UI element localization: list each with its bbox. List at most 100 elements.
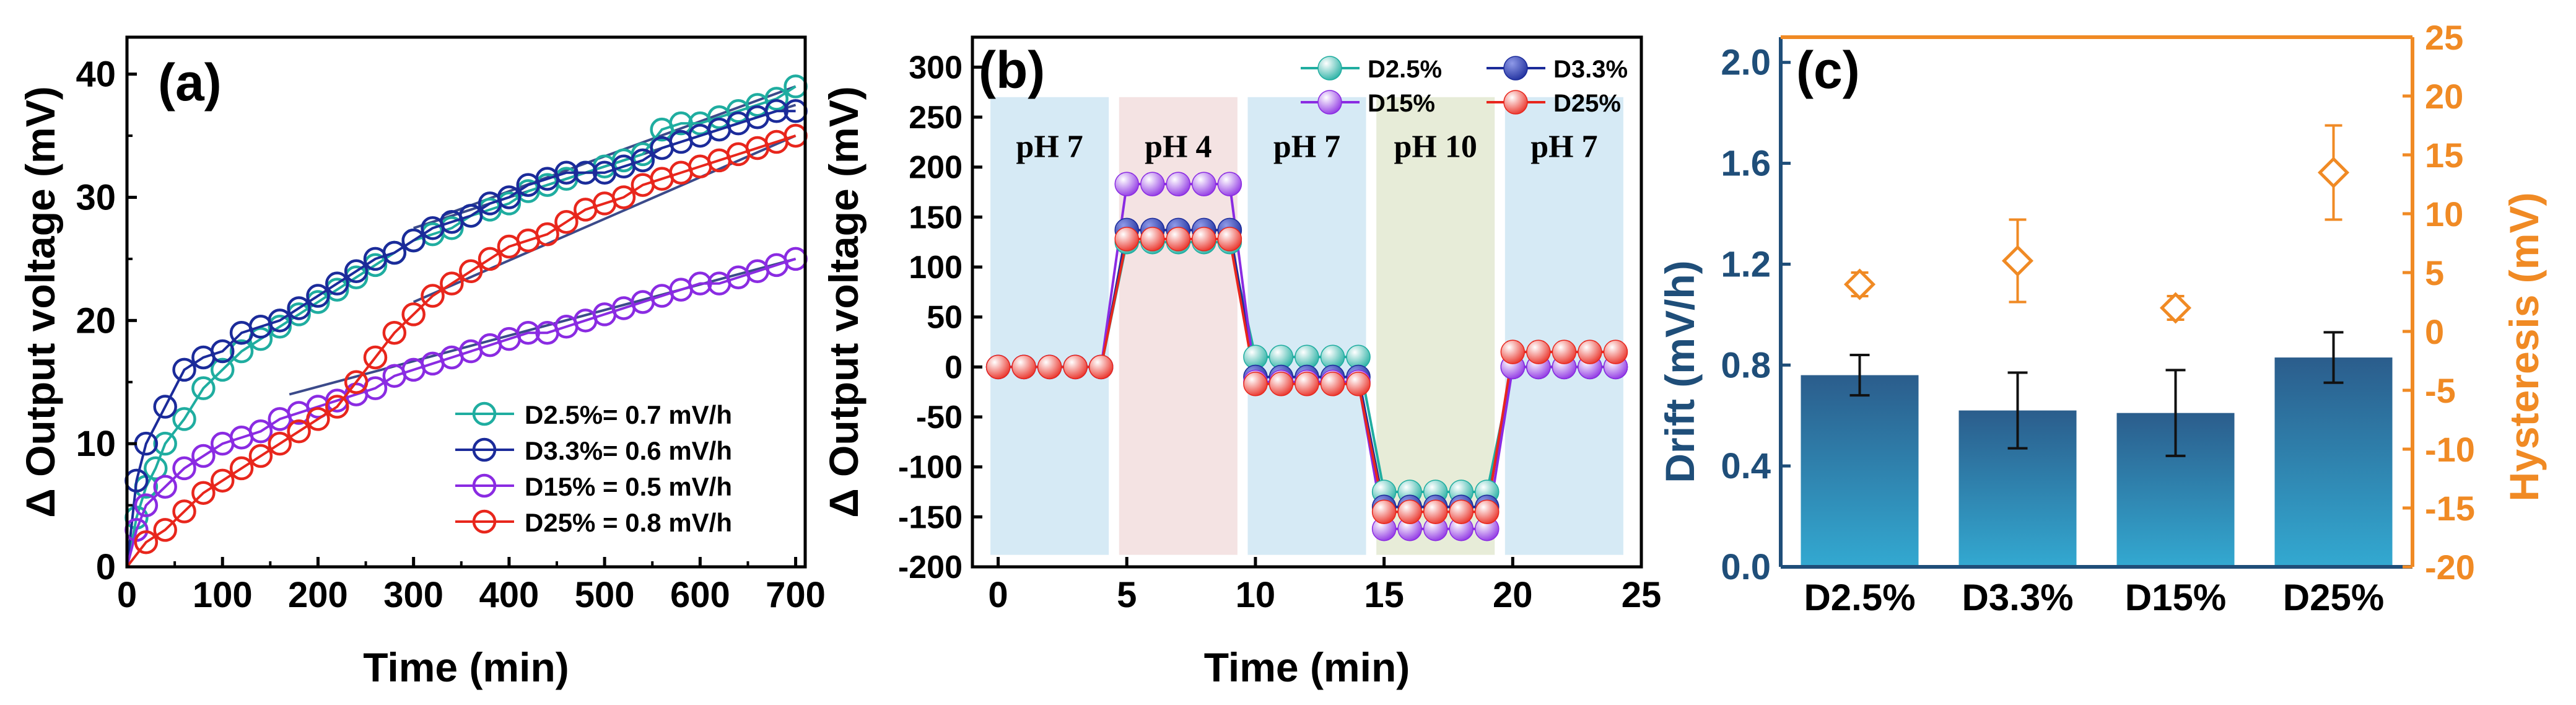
legend-label-d25pct: D25% = 0.8 mV/h [525, 508, 732, 537]
data-point-d25pct [287, 419, 311, 444]
x-tick-label: 10 [1236, 575, 1276, 615]
y2-tick-label: -20 [2425, 548, 2475, 587]
data-point-d3-3pct [382, 240, 407, 265]
data-point-d2-5pct [172, 407, 196, 431]
y2-tick-label: -10 [2425, 430, 2475, 469]
data-point-d25pct [382, 320, 407, 345]
data-point-d2-5pct [210, 357, 235, 382]
data-point-d25pct [363, 345, 388, 370]
data-point-d15pct [516, 320, 540, 345]
y-tick-label: 250 [909, 100, 963, 136]
ph-region-2 [1119, 97, 1238, 555]
data-point-d25pct [440, 271, 464, 296]
y-tick-label: -150 [898, 499, 963, 535]
hysteresis-marker-d2-5pct [1843, 268, 1876, 300]
data-point-d25pct [401, 302, 426, 326]
data-point-d3-3pct [554, 160, 579, 185]
data-point-d3-3pct [287, 296, 311, 320]
data-point-d15pct [153, 475, 177, 499]
data-point-d3-3pct [325, 271, 349, 296]
data-point-d25pct [306, 407, 330, 431]
category-label-d2-5pct: D2.5% [1804, 577, 1915, 618]
data-point-d25pct [1371, 499, 1397, 525]
legend-label-d2-5pct: D2.5%= 0.7 mV/h [525, 400, 732, 429]
data-point-d25pct [611, 185, 636, 209]
data-point-d25pct [1088, 354, 1114, 380]
data-point-d25pct [1320, 372, 1345, 396]
data-point-d25pct [172, 499, 196, 523]
legend-marker-d3-3pct [472, 437, 497, 462]
data-point-d25pct [229, 456, 254, 481]
legend-marker-d2-5pct [1317, 56, 1342, 81]
legend-marker-d2-5pct [472, 401, 497, 426]
data-point-d2-5pct [669, 111, 693, 136]
data-point-d3-3pct [764, 99, 788, 123]
x-tick-label: 600 [670, 575, 730, 615]
data-point-d25pct [268, 431, 292, 456]
data-point-d3-3pct [210, 339, 235, 364]
y-tick-label: 150 [909, 199, 963, 235]
y-tick-label: 1.2 [1721, 244, 1771, 284]
y-tick-label: 20 [76, 300, 116, 341]
data-point-d25pct [1037, 354, 1062, 380]
legend-label-d15pct: D15% [1368, 90, 1435, 117]
data-point-d25pct [985, 354, 1011, 380]
ph-label-3: pH 7 [1273, 129, 1340, 165]
panel-c: 0.0 0.4 0.8 1.2 1.6 2.0 -20 -15 -10 -5 0 5 10 15 20 25 D… [1657, 18, 2547, 618]
y-tick-label: -50 [916, 400, 963, 436]
ph-region-5 [1504, 97, 1623, 555]
data-point-d3-3pct [344, 259, 369, 284]
series-line-d3-3pct [126, 110, 796, 567]
legend-label-d25pct: D25% [1553, 90, 1621, 117]
y2-tick-label: 20 [2425, 77, 2463, 116]
y-tick-label: 0.4 [1721, 446, 1771, 486]
data-point-d3-3pct [458, 204, 483, 228]
data-point-d25pct [421, 284, 445, 308]
x-tick-label: 700 [766, 575, 826, 615]
panel-a: 0 100 200 300 400 500 600 700 0 10 20 30 40 Time (min… [17, 35, 826, 690]
category-label-d3-3pct: D3.3% [1962, 577, 2073, 618]
data-point-d2-5pct [144, 456, 168, 481]
plot-frame-a [125, 35, 807, 569]
x-tick-label: 5 [1117, 575, 1137, 615]
y-axis-label: Δ Output voltage (mV) [17, 86, 63, 517]
data-point-d25pct [210, 468, 235, 493]
y-tick-label: 300 [909, 50, 963, 85]
y-tick-label: 2.0 [1721, 43, 1771, 83]
data-point-d25pct [191, 481, 216, 505]
y2-axis-label: Hysteresis (mV) [2501, 193, 2547, 502]
category-label-d15pct: D15% [2125, 577, 2226, 618]
y2-tick-label: 10 [2425, 195, 2463, 234]
data-point-d15pct [248, 419, 273, 444]
data-point-d25pct [1552, 339, 1577, 364]
panel-c-label: (c) [1796, 41, 1860, 99]
data-point-d3-3pct [401, 228, 426, 253]
y-tick-label: 0 [945, 349, 963, 385]
y-tick-label: 30 [76, 177, 116, 217]
data-point-d25pct [1114, 227, 1139, 252]
data-point-d25pct [325, 395, 349, 419]
x-axis-label: Time (min) [363, 644, 569, 690]
data-point-d25pct [1192, 227, 1216, 252]
data-point-d15pct [1114, 172, 1139, 196]
data-point-d25pct [1397, 499, 1422, 525]
data-point-d25pct [1243, 372, 1268, 396]
x-tick-label: 200 [288, 575, 348, 615]
data-point-d25pct [1140, 227, 1165, 252]
data-point-d2-5pct [268, 315, 292, 339]
y2-tick-label: 5 [2425, 253, 2444, 292]
data-point-d3-3pct [268, 309, 292, 333]
y-tick-label: 200 [909, 150, 963, 186]
data-point-d15pct [1217, 172, 1242, 196]
legend-marker-d15pct [472, 473, 497, 498]
data-point-d15pct [134, 493, 159, 517]
data-point-d25pct [248, 444, 273, 468]
y2-tick-label: -15 [2425, 489, 2475, 528]
y-tick-label: 100 [909, 250, 963, 286]
y2-tick-label: 25 [2425, 18, 2463, 57]
legend-marker-d25pct [472, 509, 497, 534]
data-point-d25pct [1449, 499, 1474, 525]
x-tick-label: 25 [1622, 575, 1662, 615]
data-point-d15pct [191, 444, 216, 468]
y2-tick-label: 15 [2425, 136, 2463, 175]
